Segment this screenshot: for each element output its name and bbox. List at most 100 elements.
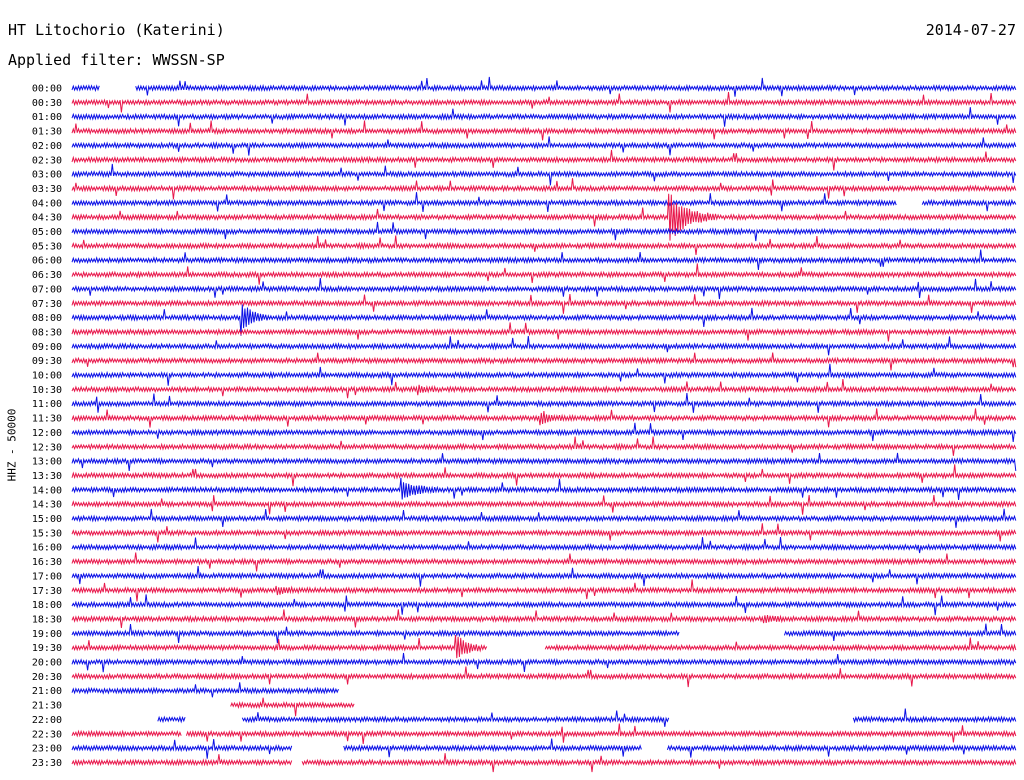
time-tick-label: 22:00 bbox=[32, 715, 62, 726]
time-tick-label: 05:30 bbox=[32, 241, 62, 252]
trace-row-0200 bbox=[71, 136, 1017, 156]
time-tick-label: 18:30 bbox=[32, 614, 62, 625]
trace-row-2130 bbox=[230, 697, 355, 717]
time-tick-label: 10:30 bbox=[32, 385, 62, 396]
time-tick-label: 21:00 bbox=[32, 686, 62, 697]
trace-row-1600 bbox=[71, 536, 1017, 554]
trace-row-1100 bbox=[71, 393, 1017, 413]
time-tick-label: 06:30 bbox=[32, 270, 62, 281]
date-label: 2014-07-27 bbox=[925, 21, 1016, 39]
time-tick-label: 06:00 bbox=[32, 256, 62, 267]
time-tick-label: 11:00 bbox=[32, 399, 62, 410]
time-tick-label: 10:00 bbox=[32, 371, 62, 382]
trace-row-1200 bbox=[71, 422, 1017, 443]
trace-row-1330 bbox=[71, 464, 1017, 487]
trace-row-0400 bbox=[71, 192, 1017, 212]
trace-row-1230 bbox=[71, 436, 1017, 456]
time-tick-label: 07:00 bbox=[32, 284, 62, 295]
time-tick-label: 00:00 bbox=[32, 84, 62, 95]
trace-row-0330 bbox=[71, 178, 1017, 200]
time-tick-label: 03:30 bbox=[32, 184, 62, 195]
time-tick-label: 19:00 bbox=[32, 629, 62, 640]
trace-row-1700 bbox=[71, 566, 1017, 587]
time-tick-label: 21:30 bbox=[32, 701, 62, 712]
trace-row-1730 bbox=[71, 579, 1017, 602]
time-tick-label: 15:30 bbox=[32, 528, 62, 539]
time-tick-label: 16:30 bbox=[32, 557, 62, 568]
trace-row-0230 bbox=[71, 149, 1017, 171]
time-tick-label: 02:00 bbox=[32, 141, 62, 152]
time-tick-label: 20:00 bbox=[32, 658, 62, 669]
trace-row-2030 bbox=[71, 666, 1017, 688]
trace-row-1000 bbox=[71, 363, 1017, 386]
trace-row-1900 bbox=[71, 623, 1017, 644]
trace-row-0930 bbox=[71, 352, 1017, 371]
time-tick-label: 09:00 bbox=[32, 342, 62, 353]
trace-row-1030 bbox=[71, 379, 1017, 399]
trace-row-1130 bbox=[71, 408, 1017, 428]
trace-row-0430 bbox=[71, 193, 1017, 241]
time-tick-label: 13:30 bbox=[32, 471, 62, 482]
trace-row-1630 bbox=[71, 552, 1017, 572]
time-tick-label: 09:30 bbox=[32, 356, 62, 367]
time-tick-label: 08:30 bbox=[32, 327, 62, 338]
time-tick-label: 05:00 bbox=[32, 227, 62, 238]
time-tick-label: 08:00 bbox=[32, 313, 62, 324]
time-tick-label: 18:00 bbox=[32, 600, 62, 611]
trace-row-0830 bbox=[71, 322, 1017, 342]
trace-row-1300 bbox=[71, 452, 1017, 472]
trace-row-0700 bbox=[71, 277, 1017, 300]
trace-row-0730 bbox=[71, 294, 1017, 314]
station-title: HT Litochorio (Katerini) bbox=[8, 21, 225, 39]
trace-row-0630 bbox=[71, 263, 1017, 285]
time-tick-label: 17:00 bbox=[32, 571, 62, 582]
time-tick-label: 04:30 bbox=[32, 213, 62, 224]
time-tick-label: 00:30 bbox=[32, 98, 62, 109]
trace-row-0600 bbox=[71, 249, 1017, 271]
time-tick-label: 11:30 bbox=[32, 414, 62, 425]
time-tick-label: 12:30 bbox=[32, 442, 62, 453]
time-tick-label: 01:30 bbox=[32, 127, 62, 138]
time-tick-label: 02:30 bbox=[32, 155, 62, 166]
trace-row-0100 bbox=[71, 107, 1017, 127]
trace-row-2230 bbox=[71, 723, 1017, 745]
time-tick-label: 03:00 bbox=[32, 170, 62, 181]
time-tick-label: 15:00 bbox=[32, 514, 62, 525]
trace-row-0800 bbox=[71, 304, 1017, 336]
trace-row-1430 bbox=[71, 494, 1017, 515]
trace-row-0530 bbox=[71, 235, 1017, 255]
time-tick-label: 14:30 bbox=[32, 500, 62, 511]
trace-row-2100 bbox=[71, 682, 339, 698]
trace-row-0900 bbox=[71, 336, 1017, 356]
time-tick-label: 22:30 bbox=[32, 729, 62, 740]
time-tick-label: 23:00 bbox=[32, 744, 62, 755]
time-tick-label: 16:00 bbox=[32, 543, 62, 554]
trace-row-1830 bbox=[71, 609, 1017, 629]
time-tick-label: 04:00 bbox=[32, 198, 62, 209]
time-tick-label: 17:30 bbox=[32, 586, 62, 597]
trace-row-1800 bbox=[71, 594, 1017, 616]
time-tick-label: 12:00 bbox=[32, 428, 62, 439]
trace-row-1930 bbox=[71, 635, 1017, 659]
trace-row-2000 bbox=[71, 652, 1017, 673]
time-tick-label: 19:30 bbox=[32, 643, 62, 654]
trace-row-2200 bbox=[157, 708, 1017, 727]
trace-row-0500 bbox=[71, 221, 1017, 242]
trace-row-0130 bbox=[71, 120, 1017, 141]
trace-row-2300 bbox=[71, 738, 1017, 759]
trace-row-2330 bbox=[71, 753, 1017, 773]
trace-row-0030 bbox=[71, 91, 1017, 113]
trace-row-0000 bbox=[71, 76, 1017, 97]
trace-row-1500 bbox=[71, 508, 1017, 528]
filter-label: Applied filter: WWSSN-SP bbox=[8, 51, 225, 69]
time-tick-label: 23:30 bbox=[32, 758, 62, 769]
trace-row-0300 bbox=[71, 163, 1017, 186]
time-tick-label: 01:00 bbox=[32, 112, 62, 123]
time-tick-label: 20:30 bbox=[32, 672, 62, 683]
time-tick-label: 14:00 bbox=[32, 485, 62, 496]
trace-row-1530 bbox=[71, 523, 1017, 543]
time-tick-label: 07:30 bbox=[32, 299, 62, 310]
trace-row-1400 bbox=[71, 477, 1017, 501]
time-tick-label: 13:00 bbox=[32, 457, 62, 468]
